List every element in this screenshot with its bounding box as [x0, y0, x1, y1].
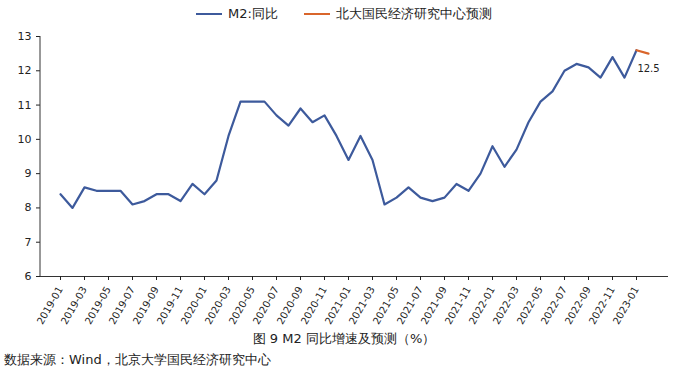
svg-text:12: 12	[18, 64, 32, 77]
svg-text:2021-09: 2021-09	[418, 284, 449, 327]
svg-text:11: 11	[18, 99, 32, 112]
svg-text:2020-03: 2020-03	[202, 284, 233, 327]
svg-text:2022-01: 2022-01	[466, 284, 497, 327]
svg-text:2019-03: 2019-03	[58, 284, 89, 327]
html-text:图 9 M2 同比增速及预测（%）: 图 9 M2 同比增速及预测（%）	[252, 331, 436, 346]
svg-text:6: 6	[25, 270, 32, 283]
svg-text:2021-11: 2021-11	[442, 284, 473, 327]
svg-text:2020-07: 2020-07	[250, 284, 281, 327]
svg-text:8: 8	[25, 201, 32, 214]
svg-text:2022-11: 2022-11	[586, 284, 617, 327]
svg-text:2022-09: 2022-09	[562, 284, 593, 327]
svg-text:2021-01: 2021-01	[322, 284, 353, 327]
svg-text:2019-11: 2019-11	[154, 284, 185, 327]
svg-text:2020-01: 2020-01	[178, 284, 209, 327]
svg-text:2019-05: 2019-05	[82, 284, 113, 327]
svg-text:2023-01: 2023-01	[611, 285, 641, 327]
svg-text:2022-03: 2022-03	[490, 284, 521, 327]
svg-text:2019-07: 2019-07	[106, 284, 137, 327]
svg-text:2020-05: 2020-05	[226, 284, 257, 327]
svg-text:2022-05: 2022-05	[514, 284, 545, 327]
svg-text:2020-09: 2020-09	[274, 284, 305, 327]
html-text:北大国民经济研究中心预测: 北大国民经济研究中心预测	[335, 6, 492, 21]
svg-text:10: 10	[18, 133, 32, 146]
svg-text:12.5: 12.5	[637, 63, 659, 74]
svg-text:2019-01: 2019-01	[34, 284, 65, 327]
svg-text:2021-03: 2021-03	[346, 284, 377, 327]
svg-text:7: 7	[25, 236, 32, 249]
svg-text:2020-11: 2020-11	[298, 284, 329, 327]
svg-text:2019-09: 2019-09	[130, 284, 161, 327]
svg-text:2022-07: 2022-07	[538, 284, 569, 327]
svg-text:2021-05: 2021-05	[370, 284, 401, 327]
svg-text:2021-07: 2021-07	[394, 284, 425, 327]
svg-text:13: 13	[18, 30, 32, 43]
html-text:数据来源：Wind，北京大学国民经济研究中心: 数据来源：Wind，北京大学国民经济研究中心	[4, 352, 271, 367]
html-text:M2:同比: M2:同比	[228, 6, 278, 21]
svg-text:9: 9	[25, 167, 32, 180]
